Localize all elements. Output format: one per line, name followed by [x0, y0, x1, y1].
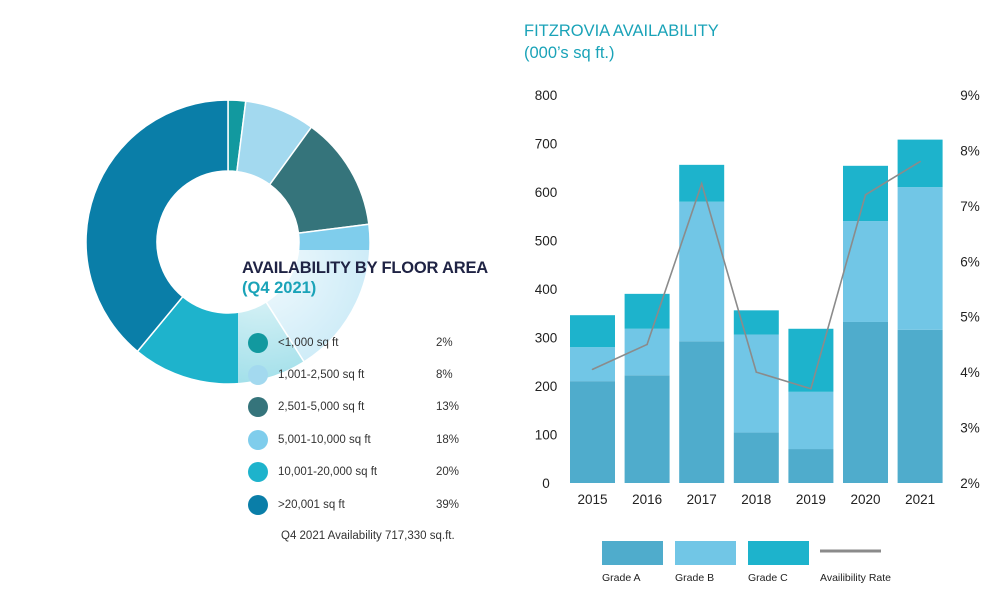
- y2-axis-tick-label: 6%: [960, 254, 980, 269]
- legend-percent: 39%: [436, 499, 460, 511]
- legend-label: 2,501-5,000 sq ft: [278, 401, 365, 413]
- donut-legend-item: 1,001-2,500 sq ft 8%: [248, 364, 453, 386]
- line-point: [700, 182, 703, 185]
- bar-chart: 0 100 200 300 400 500 600 700 800 2% 3% 4% 5% 6% 7% 8% 9…: [535, 88, 980, 584]
- bar-segment: [679, 201, 725, 342]
- legend-percent: 13%: [436, 401, 460, 413]
- bar-segment: [843, 221, 888, 322]
- legend-swatch: [675, 541, 736, 565]
- legend-swatch: [248, 365, 268, 385]
- y2-axis-tick-label: 5%: [960, 310, 980, 325]
- x-axis-tick-label: 2019: [796, 492, 826, 507]
- x-axis-tick-label: 2018: [741, 492, 771, 507]
- legend-swatch: [248, 333, 268, 353]
- legend-percent: 8%: [436, 369, 453, 381]
- y-axis-tick-label: 100: [535, 428, 558, 443]
- bar-segment: [733, 310, 779, 335]
- donut-legend-item: <1,000 sq ft 2%: [248, 332, 453, 354]
- legend-swatch: [248, 397, 268, 417]
- legend-percent: 2%: [436, 337, 453, 349]
- bar-segment: [679, 341, 725, 483]
- y-axis-tick-label: 200: [535, 379, 558, 394]
- donut-slice: [85, 99, 229, 353]
- line-point: [646, 343, 648, 346]
- bar-segment: [843, 165, 888, 222]
- legend-label: Grade C: [748, 572, 788, 584]
- y-axis-tick-label: 300: [535, 331, 558, 346]
- bar-segment: [570, 381, 615, 483]
- legend-label: 5,001-10,000 sq ft: [278, 434, 371, 446]
- bar-segment: [733, 432, 779, 483]
- y2-axis-tick-label: 3%: [960, 421, 980, 436]
- y2-axis-tick-label: 9%: [960, 88, 980, 103]
- donut-legend-item: >20,001 sq ft 39%: [248, 494, 459, 516]
- availability-note: Q4 2021 Availability 717,330 sq.ft.: [281, 530, 455, 542]
- donut-title: AVAILABILITY BY FLOOR AREA: [242, 259, 488, 277]
- x-axis-tick-label: 2016: [632, 492, 662, 507]
- legend-swatch: [748, 541, 809, 565]
- y-axis-tick-label: 400: [535, 282, 558, 297]
- legend-percent: 20%: [436, 466, 460, 478]
- y-axis-tick-label: 800: [535, 88, 558, 103]
- legend-percent: 18%: [436, 434, 460, 446]
- bar-segment: [788, 391, 834, 450]
- line-point: [919, 160, 921, 163]
- bar-segment: [570, 347, 615, 382]
- y-axis-tick-label: 500: [535, 234, 558, 249]
- legend-swatch: [248, 462, 268, 482]
- bar-chart-title: FITZROVIA AVAILABILITY (000’s sq ft.): [524, 20, 719, 64]
- legend-swatch: [248, 430, 268, 450]
- legend-label: <1,000 sq ft: [278, 337, 339, 349]
- legend-label: 10,001-20,000 sq ft: [278, 466, 378, 478]
- bar-segment: [897, 187, 943, 330]
- donut-legend-item: 5,001-10,000 sq ft 18%: [248, 429, 459, 451]
- x-axis-tick-label: 2017: [687, 492, 717, 507]
- line-point: [864, 193, 867, 196]
- bar-segment: [897, 329, 943, 483]
- donut-legend-item: 2,501-5,000 sq ft 13%: [248, 396, 459, 418]
- donut-chart: [85, 99, 388, 400]
- x-axis-tick-label: 2021: [905, 492, 935, 507]
- legend-swatch: [248, 495, 268, 515]
- bar-segment: [843, 321, 888, 483]
- line-point: [591, 368, 594, 371]
- y2-axis-tick-label: 2%: [960, 476, 980, 491]
- line-point: [810, 387, 812, 390]
- y-axis-tick-label: 600: [535, 185, 558, 200]
- y-axis-tick-label: 700: [535, 137, 558, 152]
- legend-label: Grade B: [675, 572, 714, 584]
- bar-segment: [624, 375, 670, 483]
- y2-axis-tick-label: 8%: [960, 143, 980, 158]
- line-point: [755, 371, 758, 373]
- donut-subtitle: (Q4 2021): [242, 279, 317, 297]
- x-axis-tick-label: 2015: [577, 492, 607, 507]
- legend-label: 1,001-2,500 sq ft: [278, 369, 365, 381]
- bar-chart-title-line: FITZROVIA AVAILABILITY: [524, 22, 719, 40]
- y2-axis-tick-label: 7%: [960, 199, 980, 214]
- y-axis-tick-label: 0: [542, 476, 550, 491]
- bar-segment: [788, 449, 834, 483]
- legend-label: Grade A: [602, 572, 641, 584]
- bar-chart-subtitle: (000’s sq ft.): [524, 44, 615, 62]
- y2-axis-tick-label: 4%: [960, 365, 980, 380]
- donut-legend-item: 10,001-20,000 sq ft 20%: [248, 461, 459, 483]
- legend-label: >20,001 sq ft: [278, 499, 345, 511]
- legend-swatch: [602, 541, 663, 565]
- bar-segment: [733, 334, 779, 433]
- legend-label: Availibility Rate: [820, 572, 891, 584]
- bar-segment: [570, 315, 615, 348]
- x-axis-tick-label: 2020: [850, 492, 880, 507]
- bar-segment: [897, 139, 943, 188]
- bar-segment: [788, 328, 834, 392]
